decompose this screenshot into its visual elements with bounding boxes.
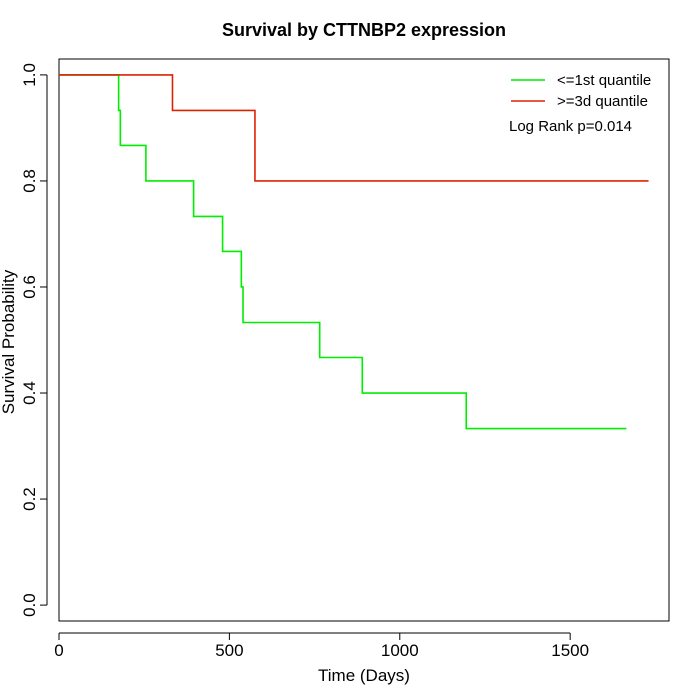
y-axis-label: Survival Probability (0, 269, 18, 414)
y-tick-label: 0.4 (20, 381, 39, 405)
legend: <=1st quantile >=3d quantile (511, 72, 651, 110)
y-tick-label: 0.2 (20, 487, 39, 511)
y-tick-label: 0.8 (20, 169, 39, 193)
plot-frame (58, 58, 670, 622)
x-tick-label: 500 (215, 641, 243, 660)
x-tick-label: 1500 (551, 641, 589, 660)
legend-label-1: <=1st quantile (557, 72, 651, 89)
y-tick-label: 1.0 (20, 63, 39, 87)
x-axis: 0 500 1000 1500 (54, 632, 589, 660)
x-tick-label: 1000 (381, 641, 419, 660)
survival-curve-2 (59, 74, 649, 182)
y-tick-label: 0.6 (20, 275, 39, 299)
x-tick-label: 0 (54, 641, 63, 660)
y-axis: 0.0 0.2 0.4 0.6 0.8 1.0 (20, 63, 48, 617)
legend-label-2: >=3d quantile (557, 93, 648, 110)
x-axis-label: Time (Days) (318, 666, 410, 685)
log-rank-annotation: Log Rank p=0.014 (509, 118, 632, 135)
y-tick-label: 0.0 (20, 593, 39, 617)
survival-curve-1 (59, 74, 627, 430)
series-layer (59, 74, 649, 430)
chart-title: Survival by CTTNBP2 expression (222, 20, 506, 40)
